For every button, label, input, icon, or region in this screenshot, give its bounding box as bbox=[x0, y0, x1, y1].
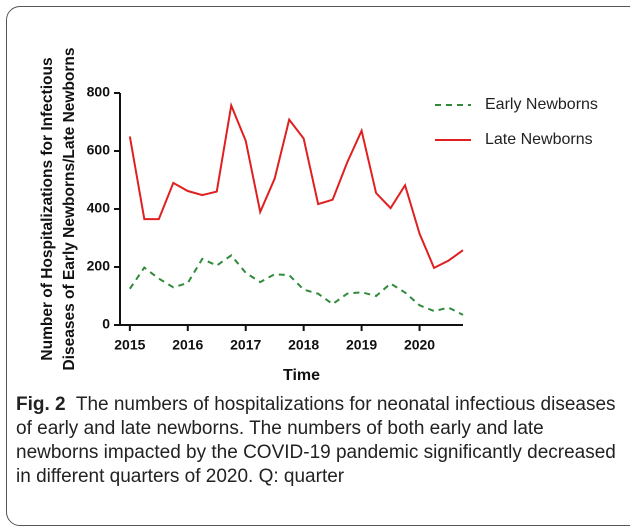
x-tick-label: 2018 bbox=[288, 337, 319, 353]
x-tick-label: 2015 bbox=[114, 337, 145, 353]
caption-text: The numbers of hospitalizations for neon… bbox=[16, 394, 616, 487]
x-tick-label: 2016 bbox=[172, 337, 203, 353]
y-tick-label: 400 bbox=[87, 200, 111, 216]
caption: Fig. 2 The numbers of hospitalizations f… bbox=[16, 393, 616, 489]
x-tick-label: 2017 bbox=[230, 337, 261, 353]
y-tick-label: 600 bbox=[87, 142, 111, 158]
y-tick-label: 800 bbox=[87, 84, 111, 100]
caption-label: Fig. 2 bbox=[16, 394, 66, 415]
chart: 0 200 400 600 800 2015 2016 2017 2018 2019 2020 Tim… bbox=[39, 47, 598, 384]
x-tick-label: 2020 bbox=[404, 337, 435, 353]
legend-label: Late Newborns bbox=[485, 131, 593, 148]
y-tick-label: 200 bbox=[87, 258, 111, 274]
y-tick-label: 0 bbox=[102, 316, 110, 332]
x-tick-label: 2019 bbox=[346, 337, 377, 353]
legend-label: Early Newborns bbox=[485, 96, 598, 113]
page: 0 200 400 600 800 2015 2016 2017 2018 2019 2020 Tim… bbox=[6, 6, 630, 526]
x-axis-label: Time bbox=[283, 367, 320, 384]
y-axis-label: Diseases of Early Newborns/Late Newborns bbox=[61, 47, 78, 370]
series-line bbox=[129, 254, 464, 316]
y-axis-label: Number of Hospitalizations for Infectiou… bbox=[39, 57, 56, 360]
series-line bbox=[128, 101, 464, 270]
